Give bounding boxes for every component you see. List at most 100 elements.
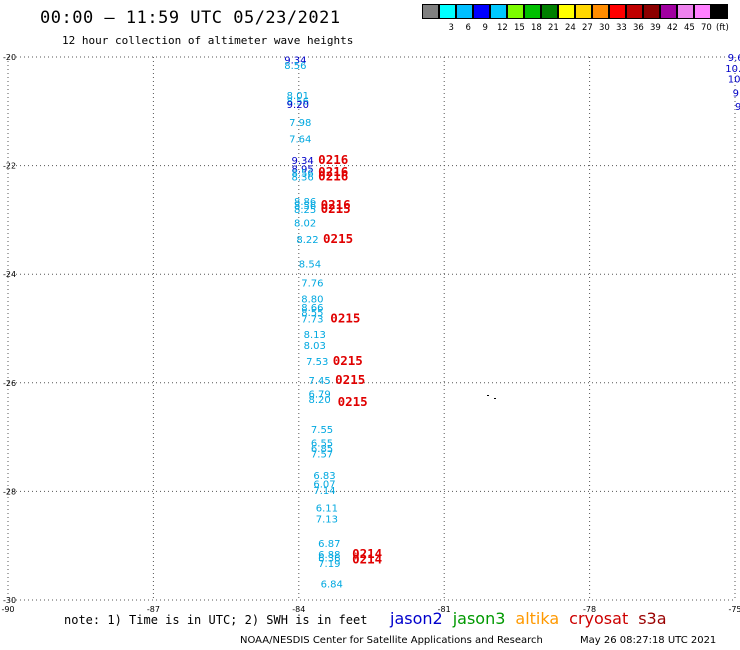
legend-label: 39 — [650, 23, 661, 33]
legend-swatch — [694, 4, 711, 19]
legend-swatch — [473, 4, 490, 19]
wave-height-value: 8.36 — [292, 172, 314, 183]
wave-height-value: 7.45 — [308, 376, 330, 387]
legend-label: 9 — [482, 23, 488, 33]
wave-height-value: 8.03 — [304, 341, 326, 352]
wave-height-value: 8.56 — [287, 96, 309, 107]
legend-swatch — [711, 4, 728, 19]
legend-label: 6 — [465, 23, 471, 33]
legend-label: 3 — [448, 23, 454, 33]
mission-jason3: jason3 — [452, 609, 506, 628]
legend-swatch — [422, 4, 439, 19]
pass-time-label: 0215 — [323, 231, 353, 246]
wave-height-value: 7.57 — [311, 449, 333, 460]
generated-timestamp: May 26 08:27:18 UTC 2021 — [580, 635, 717, 646]
mission-legend: jason2 jason3 altika cryosat s3a — [390, 609, 677, 628]
legend-label: 30 — [599, 23, 610, 33]
wave-height-value: 8.66 — [301, 303, 323, 314]
wave-height-value: 8.25 — [294, 205, 316, 216]
legend-swatch — [660, 4, 677, 19]
legend-swatch — [677, 4, 694, 19]
wave-height-value: 6.11 — [316, 504, 338, 515]
mission-cryosat: cryosat — [569, 609, 629, 628]
pass-time-label: 0216 — [318, 168, 348, 183]
legend-label: 24 — [565, 23, 576, 33]
legend-swatch — [490, 4, 507, 19]
longitude-tick-label: -90 — [1, 605, 14, 614]
legend-swatch — [439, 4, 456, 19]
mission-s3a: s3a — [638, 609, 667, 628]
longitude-tick-label: -84 — [292, 605, 305, 614]
wave-height-value: 6.83 — [313, 471, 335, 482]
wave-height-value: 9 — [733, 88, 739, 99]
wave-height-value: 8.20 — [308, 395, 330, 406]
pass-time-label: 0215 — [333, 353, 363, 368]
wave-height-value: 7.55 — [311, 425, 333, 436]
mission-altika: altika — [515, 609, 560, 628]
pass-time-label: 0216 — [321, 197, 351, 212]
legend-swatch — [575, 4, 592, 19]
wave-height-value: 7.73 — [301, 315, 323, 326]
latitude-tick-label: -26 — [3, 379, 16, 388]
color-legend: 3 6 9 12 15 18 21 24 27 30 33 36 39 42 45 70 (ft) — [422, 4, 729, 36]
wave-height-value: 10 — [728, 75, 740, 86]
wave-height-value: 10. — [725, 64, 740, 75]
legend-label: 33 — [616, 23, 627, 33]
map-grid: -90 -87 -84 -81 -78 -75 -20 -22 -24 -26 -28 -30 — [1, 53, 740, 614]
pass-time-label: 0216 — [318, 164, 348, 179]
legend-label: 45 — [684, 23, 695, 33]
wave-height-value: 7.19 — [318, 559, 340, 570]
longitude-tick-label: -78 — [583, 605, 596, 614]
latitude-tick-label: -24 — [3, 270, 16, 279]
wave-height-value: 7.14 — [313, 486, 335, 497]
legend-swatch — [558, 4, 575, 19]
wave-height-value: 8.55 — [301, 308, 323, 319]
latitude-tick-label: -30 — [3, 596, 16, 605]
legend-swatch — [626, 4, 643, 19]
longitude-tick-label: -75 — [728, 605, 740, 614]
legend-swatch — [541, 4, 558, 19]
legend-swatch — [643, 4, 660, 19]
wave-height-value: 6.87 — [318, 539, 340, 550]
pass-time-label: 0215 — [330, 311, 360, 326]
latitude-tick-label: -22 — [3, 162, 16, 171]
legend-swatch — [592, 4, 609, 19]
wave-height-value: 8.54 — [299, 259, 321, 270]
pass-time-label: 0215 — [321, 201, 351, 216]
mission-jason2: jason2 — [390, 609, 443, 628]
wave-height-value: 6.07 — [313, 479, 335, 490]
legend-swatch — [456, 4, 473, 19]
legend-label: 42 — [667, 23, 678, 33]
wave-height-value: 6.88 — [318, 550, 340, 561]
legend-label: 70 — [701, 23, 712, 33]
wave-height-value: 6.55 — [311, 439, 333, 450]
latitude-tick-label: -20 — [3, 53, 16, 62]
legend-label: 12 — [497, 23, 508, 33]
longitude-tick-label: -81 — [438, 605, 451, 614]
legend-label: 15 — [514, 23, 525, 33]
wave-height-value: 8.95 — [292, 164, 314, 175]
wave-height-value: 9.6 — [728, 53, 740, 64]
pass-time-labels: 0216021602160216021502150215021502150215… — [318, 152, 382, 566]
wave-height-value: 8.56 — [292, 169, 314, 180]
wave-height-value: 6.85 — [311, 444, 333, 455]
wave-height-value: 9.34 — [292, 156, 314, 167]
wave-height-value: 7.53 — [306, 357, 328, 368]
wave-height-value: 8.86 — [294, 197, 316, 208]
wave-height-value: 6.79 — [308, 390, 330, 401]
map-subtitle: 12 hour collection of altimeter wave hei… — [62, 34, 354, 47]
wave-height-value: 8.56 — [294, 201, 316, 212]
island-marker — [487, 395, 496, 399]
wave-height-value: 7.64 — [289, 134, 311, 145]
pass-time-label: 0216 — [318, 152, 348, 167]
latitude-tick-label: -28 — [3, 487, 16, 496]
wave-height-value: 6.84 — [321, 580, 343, 591]
wave-height-value: 8.01 — [287, 91, 309, 102]
longitude-tick-label: -87 — [147, 605, 160, 614]
pass-time-label: 0215 — [335, 372, 365, 387]
legend-swatch — [524, 4, 541, 19]
wave-height-value: 9.34 — [284, 56, 306, 67]
wave-height-value: 8.22 — [296, 235, 318, 246]
pass-time-label: 0215 — [338, 394, 368, 409]
